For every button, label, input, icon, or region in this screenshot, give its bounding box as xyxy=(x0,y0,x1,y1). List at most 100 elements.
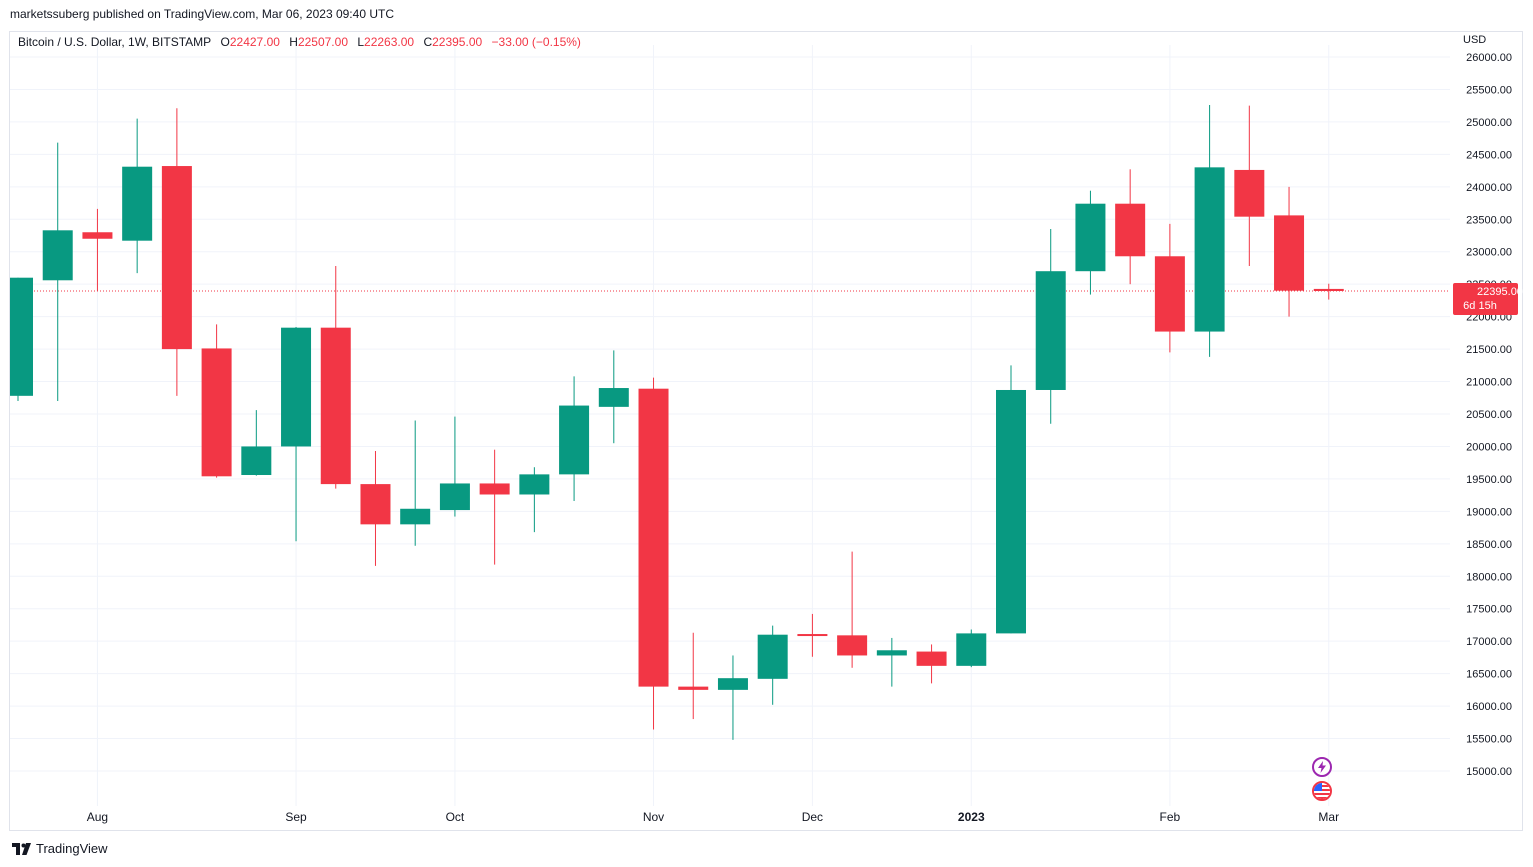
candle-body xyxy=(82,232,113,239)
ohlc-legend: Bitcoin / U.S. Dollar, 1W, BITSTAMP O224… xyxy=(18,35,581,49)
candle-bearish xyxy=(1274,186,1305,317)
candle-bearish xyxy=(360,450,391,566)
price-tag-price: 22395.00 xyxy=(1477,286,1523,298)
candle-bearish xyxy=(1313,283,1344,300)
candle-body xyxy=(1035,271,1066,390)
candle-bullish xyxy=(956,629,987,668)
candle-bullish xyxy=(519,467,550,533)
candle-bullish xyxy=(281,327,312,542)
candle-body xyxy=(479,483,510,495)
x-tick-label: Dec xyxy=(802,810,823,824)
y-tick-label: 18000.00 xyxy=(1466,571,1512,583)
y-axis: 15000.00 15500.00 16000.00 16500.00 17000.00… xyxy=(1466,52,1512,778)
y-tick-label: 19500.00 xyxy=(1466,474,1512,486)
y-tick-label: 25000.00 xyxy=(1466,117,1512,129)
candle-body xyxy=(360,484,391,525)
candle-bullish xyxy=(598,350,629,444)
y-tick-label: 20000.00 xyxy=(1466,441,1512,453)
chart-frame xyxy=(9,31,1523,831)
open-value: 22427.00 xyxy=(229,35,280,49)
candle-body xyxy=(42,230,73,281)
y-tick-label: 26000.00 xyxy=(1466,52,1512,64)
candle-bearish xyxy=(916,644,947,684)
candle-body xyxy=(1274,215,1305,291)
candle-body xyxy=(638,388,669,687)
brand-name: TradingView xyxy=(36,841,108,856)
x-tick-label: Aug xyxy=(87,810,108,824)
candle-bullish xyxy=(1075,190,1106,295)
candle-body xyxy=(1194,167,1225,332)
low-value: 22263.00 xyxy=(364,35,415,49)
candle-bullish xyxy=(559,376,590,501)
candle-body xyxy=(1075,203,1106,272)
candle-body xyxy=(757,634,788,679)
candle-body xyxy=(1154,256,1185,332)
symbol-label[interactable]: Bitcoin / U.S. Dollar, 1W, BITSTAMP xyxy=(18,35,212,49)
candle-bearish xyxy=(201,324,232,478)
x-tick-label: 2023 xyxy=(958,810,985,824)
candle-bullish xyxy=(241,410,272,476)
x-tick-label: Mar xyxy=(1318,810,1339,824)
lightning-icon[interactable] xyxy=(1312,757,1332,777)
y-tick-label: 23000.00 xyxy=(1466,247,1512,259)
x-tick-label: Feb xyxy=(1160,810,1181,824)
candle-body xyxy=(797,634,828,637)
candle-body xyxy=(916,651,947,666)
candle-bearish xyxy=(82,208,113,291)
candle-bearish xyxy=(320,266,351,489)
candle-bullish xyxy=(439,416,470,517)
tradingview-brand[interactable]: TradingView xyxy=(12,841,108,856)
y-tick-label: 15500.00 xyxy=(1466,734,1512,746)
y-tick-label: 15000.00 xyxy=(1466,766,1512,778)
candle-body xyxy=(956,633,987,666)
close-label: C xyxy=(423,35,433,49)
us-flag-icon[interactable] xyxy=(1312,781,1332,801)
publisher-attribution: marketssuberg published on TradingView.c… xyxy=(10,7,394,21)
candle-bearish xyxy=(1115,169,1146,285)
x-axis: Aug Sep Oct Nov Dec 2023 Feb Mar xyxy=(87,810,1339,824)
candle-bearish xyxy=(161,108,192,396)
price-tag: 22395.00 6d 15h xyxy=(1453,282,1523,315)
candle-bullish xyxy=(1194,105,1225,357)
candle-bearish xyxy=(837,551,868,668)
low-label: L xyxy=(357,35,365,49)
candle-body xyxy=(837,635,868,656)
y-tick-label: 19000.00 xyxy=(1466,506,1512,518)
y-tick-label: 17500.00 xyxy=(1466,604,1512,616)
candle-bearish xyxy=(1234,105,1265,267)
candle-body xyxy=(1313,288,1344,291)
candle-bullish xyxy=(757,625,788,705)
candle-bearish xyxy=(678,632,709,720)
y-tick-label: 16500.00 xyxy=(1466,669,1512,681)
y-tick-label: 18500.00 xyxy=(1466,539,1512,551)
candle-bearish xyxy=(479,449,510,565)
currency-label[interactable]: USD xyxy=(1463,34,1487,46)
candle-bullish xyxy=(1035,229,1066,424)
x-tick-label: Nov xyxy=(643,810,664,824)
candle-bearish xyxy=(638,377,669,730)
candle-body xyxy=(320,327,351,485)
y-tick-label: 21500.00 xyxy=(1466,344,1512,356)
candle-body xyxy=(201,348,232,477)
high-value: 22507.00 xyxy=(297,35,348,49)
y-tick-label: 16000.00 xyxy=(1466,701,1512,713)
x-tick-label: Oct xyxy=(446,810,465,824)
price-tag-box xyxy=(1453,282,1518,315)
y-tick-label: 21000.00 xyxy=(1466,377,1512,389)
close-value: 22395.00 xyxy=(432,35,483,49)
y-tick-label: 23500.00 xyxy=(1466,214,1512,226)
candle-body xyxy=(519,474,550,495)
candle-body xyxy=(678,686,709,690)
candle-body xyxy=(598,388,629,407)
y-tick-label: 24500.00 xyxy=(1466,149,1512,161)
candle-bullish xyxy=(876,637,907,687)
candle-bullish xyxy=(42,142,73,402)
candle-body xyxy=(400,508,431,525)
candle-body xyxy=(122,166,153,241)
candle-body xyxy=(439,483,470,511)
candle-body xyxy=(1115,203,1146,257)
y-tick-label: 17000.00 xyxy=(1466,636,1512,648)
candle-bullish xyxy=(122,118,153,274)
price-tag-countdown: 6d 15h xyxy=(1463,300,1497,312)
